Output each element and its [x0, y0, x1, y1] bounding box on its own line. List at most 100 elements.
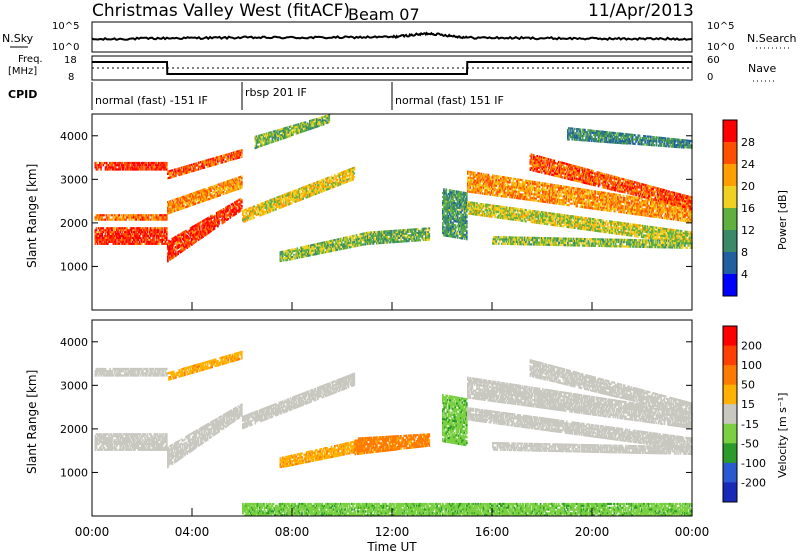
range-cell: [190, 196, 193, 199]
range-cell: [151, 233, 153, 236]
range-cell: [137, 238, 140, 242]
range-cell: [205, 233, 208, 236]
range-cell: [171, 199, 174, 202]
range-cell: [113, 235, 116, 238]
range-cell: [211, 222, 214, 226]
range-cell: [121, 242, 124, 245]
freq-label: Freq.: [18, 54, 43, 65]
range-cell: [161, 229, 164, 232]
range-cell: [217, 225, 219, 228]
range-cell: [190, 226, 193, 229]
range-cell: [180, 168, 183, 171]
range-cell: [202, 225, 204, 228]
range-cell: [146, 231, 149, 234]
range-cell: [96, 214, 99, 217]
range-cell: [173, 209, 176, 213]
range-cell: [120, 166, 123, 169]
range-cell: [165, 235, 168, 238]
range-cell: [390, 229, 393, 233]
range-cell: [223, 160, 226, 163]
range-cell: [326, 179, 328, 182]
range-cell: [546, 201, 549, 204]
scatter-band: [167, 198, 243, 263]
range-cell: [177, 205, 179, 208]
range-cell: [169, 205, 172, 209]
range-cell: [356, 240, 359, 243]
range-cell: [221, 159, 224, 162]
range-cell: [229, 212, 232, 215]
range-cell: [101, 242, 104, 245]
range-cell: [154, 168, 157, 171]
range-cell: [124, 166, 126, 169]
range-cell: [107, 229, 109, 232]
range-cell: [173, 246, 176, 249]
range-cell: [227, 209, 229, 212]
range-cell: [184, 246, 186, 249]
range-cell: [232, 206, 235, 209]
range-cell: [201, 220, 203, 223]
range-cell: [168, 245, 170, 248]
range-cell: [144, 164, 147, 167]
range-cell: [134, 233, 136, 236]
range-cell: [207, 160, 210, 164]
range-cell: [102, 218, 105, 221]
range-cell: [182, 247, 185, 250]
range-cell: [159, 238, 161, 242]
range-cell: [167, 170, 169, 173]
range-cell: [575, 199, 577, 202]
range-cell: [147, 242, 150, 245]
range-cell: [232, 214, 235, 217]
range-cell: [127, 229, 130, 232]
range-cell: [182, 195, 185, 198]
range-cell: [280, 259, 283, 262]
range-cell: [231, 210, 234, 213]
range-cell: [201, 194, 203, 197]
range-cell: [195, 238, 198, 241]
range-cell: [364, 243, 367, 246]
range-cell: [189, 236, 192, 239]
range-cell: [204, 232, 207, 235]
range-cell: [144, 229, 147, 232]
range-cell: [131, 242, 134, 245]
range-cell: [203, 160, 206, 163]
range-cell: [197, 197, 200, 201]
range-cell: [181, 203, 184, 206]
range-cell: [239, 201, 242, 205]
range-cell: [148, 164, 151, 167]
range-cell: [136, 214, 139, 217]
range-cell: [112, 216, 115, 219]
range-cell: [114, 168, 117, 171]
range-cell: [220, 161, 223, 164]
range-cell: [101, 227, 104, 230]
range-cell: [218, 222, 220, 225]
range-cell: [161, 240, 164, 243]
range-cell: [187, 197, 190, 200]
range-cell: [209, 226, 211, 229]
range-cell: [227, 207, 229, 210]
range-cell: [144, 161, 147, 165]
range-cell: [102, 236, 105, 240]
range-cell: [171, 253, 174, 256]
range-cell: [336, 178, 339, 182]
range-cell: [223, 188, 226, 191]
range-cell: [122, 240, 125, 243]
range-cell: [169, 242, 172, 246]
range-cell: [168, 208, 170, 211]
range-cell: [117, 216, 119, 219]
range-cell: [150, 164, 152, 167]
range-cell: [95, 164, 98, 167]
range-cell: [103, 240, 106, 243]
range-cell: [168, 204, 170, 207]
range-cell: [143, 235, 145, 238]
range-cell: [97, 235, 100, 238]
range-cell: [102, 242, 105, 245]
range-cell: [184, 197, 186, 200]
range-cell: [144, 238, 147, 242]
range-cell: [535, 191, 537, 194]
range-cell: [160, 164, 162, 167]
range-cell: [138, 166, 141, 169]
range-cell: [177, 246, 179, 249]
range-cell: [152, 236, 155, 240]
range-cell: [137, 216, 140, 219]
range-cell: [479, 182, 482, 185]
